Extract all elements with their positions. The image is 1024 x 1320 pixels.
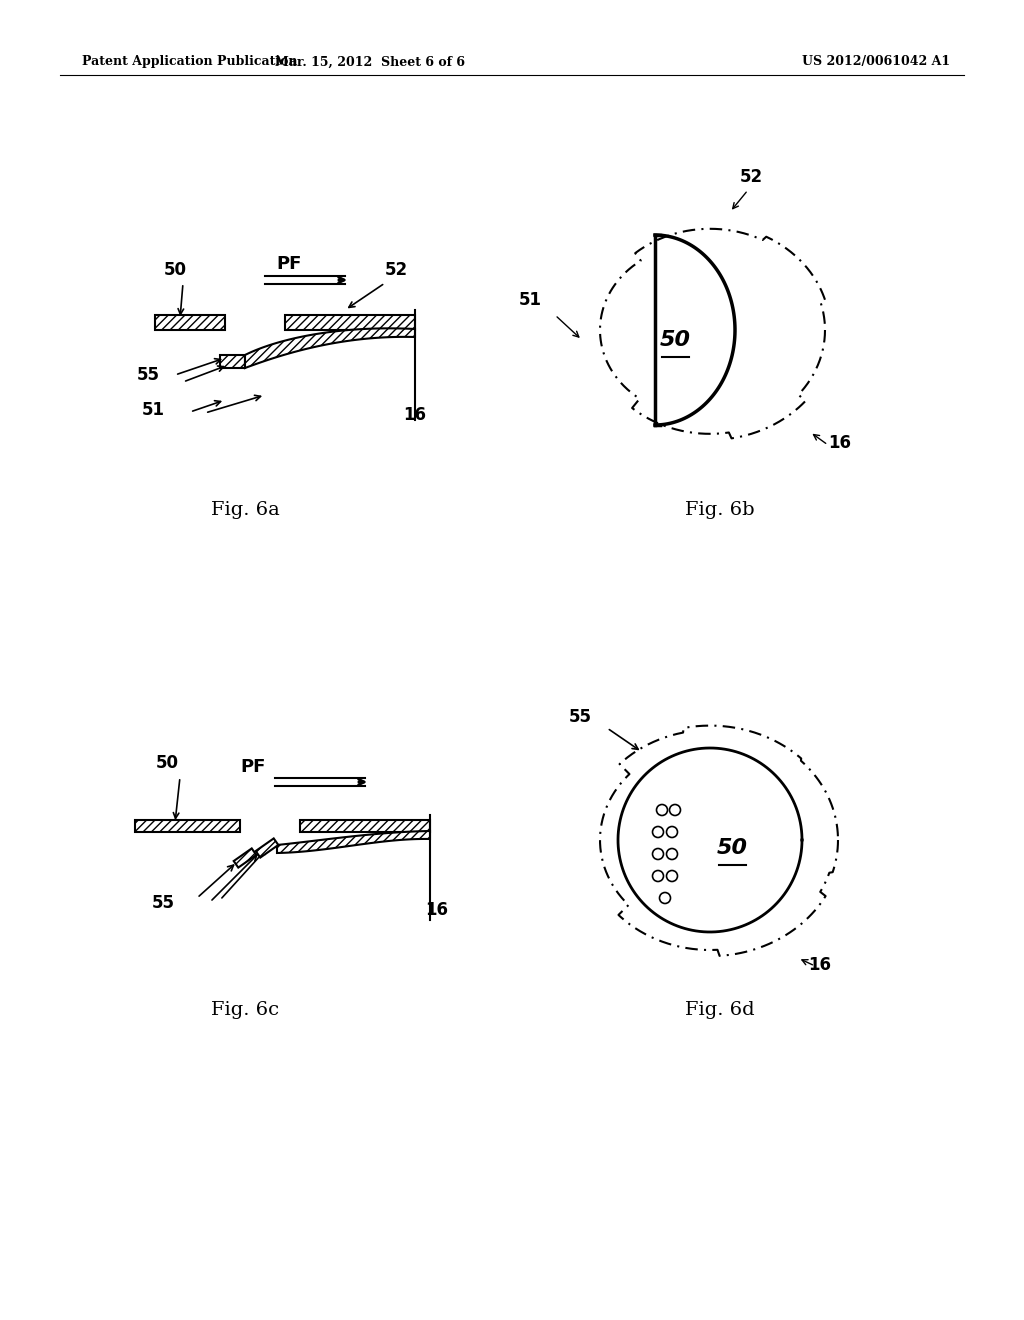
Text: 55: 55 bbox=[137, 366, 160, 384]
Text: Patent Application Publication: Patent Application Publication bbox=[82, 55, 298, 69]
Text: Fig. 6b: Fig. 6b bbox=[685, 502, 755, 519]
Polygon shape bbox=[135, 820, 240, 832]
Text: Fig. 6d: Fig. 6d bbox=[685, 1001, 755, 1019]
Text: 16: 16 bbox=[808, 956, 831, 974]
Text: 50: 50 bbox=[659, 330, 690, 350]
Text: US 2012/0061042 A1: US 2012/0061042 A1 bbox=[802, 55, 950, 69]
Polygon shape bbox=[245, 329, 415, 368]
Text: 50: 50 bbox=[164, 261, 186, 279]
Text: 52: 52 bbox=[385, 261, 409, 279]
Polygon shape bbox=[155, 315, 225, 330]
Text: Fig. 6c: Fig. 6c bbox=[211, 1001, 280, 1019]
Text: 51: 51 bbox=[142, 401, 165, 418]
Text: 16: 16 bbox=[403, 407, 426, 424]
Polygon shape bbox=[256, 838, 279, 858]
Text: Fig. 6a: Fig. 6a bbox=[211, 502, 280, 519]
Text: Mar. 15, 2012  Sheet 6 of 6: Mar. 15, 2012 Sheet 6 of 6 bbox=[275, 55, 465, 69]
Text: 50: 50 bbox=[717, 838, 748, 858]
Text: 55: 55 bbox=[152, 894, 175, 912]
Text: 16: 16 bbox=[425, 902, 449, 919]
Polygon shape bbox=[278, 832, 430, 853]
Text: 16: 16 bbox=[828, 434, 851, 451]
Text: 52: 52 bbox=[740, 168, 763, 186]
Polygon shape bbox=[285, 315, 415, 330]
Polygon shape bbox=[220, 355, 245, 368]
Text: PF: PF bbox=[241, 758, 265, 776]
Text: 55: 55 bbox=[569, 708, 592, 726]
Polygon shape bbox=[300, 820, 430, 832]
Polygon shape bbox=[233, 849, 256, 867]
Text: 51: 51 bbox=[519, 290, 542, 309]
Text: PF: PF bbox=[276, 255, 302, 273]
Text: 50: 50 bbox=[156, 754, 178, 772]
